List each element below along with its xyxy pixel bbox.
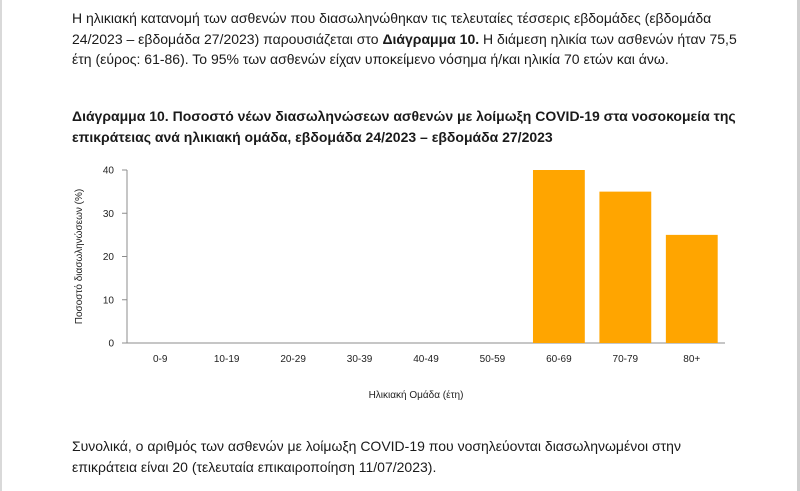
bar-80+ [665, 234, 718, 343]
summary-paragraph: Συνολικά, ο αριθμός των ασθενών με λοίμω… [72, 438, 681, 475]
bars [532, 170, 718, 343]
y-axis-title: Ποσοστό διασωληνώσεων (%) [73, 189, 85, 324]
y-tick-label: 0 [108, 339, 114, 350]
y-tick-label: 10 [103, 295, 115, 306]
x-tick-label: 80+ [683, 354, 700, 365]
intro-text-before: Η ηλικιακή κατανομή των ασθενών που διασ… [72, 10, 712, 47]
y-tick-label: 40 [103, 166, 115, 177]
page-left-edge [0, 0, 2, 491]
y-tick-label: 30 [103, 209, 115, 220]
intro-paragraph: Η ηλικιακή κατανομή των ασθενών που διασ… [72, 8, 742, 70]
bar-70-79 [599, 191, 652, 343]
x-tick-label: 70-79 [613, 354, 639, 365]
x-tick-label: 50-59 [480, 354, 506, 365]
intro-text-after: Η διάμεση ηλικία των ασθενών ήταν 75,5 έ… [72, 30, 737, 68]
x-tick-label: 40-49 [413, 354, 439, 365]
x-tick-label: 0-9 [153, 354, 168, 365]
intro-figure-ref: Διάγραμμα 10. [382, 30, 480, 47]
bar-chart: 0 10 20 30 40 0-9 10-19 20-29 30-39 40-49 50-59 60… [73, 166, 725, 401]
bar-60-69 [532, 170, 585, 343]
x-axis: 0-9 10-19 20-29 30-39 40-49 50-59 60-69 70-79 80… [127, 342, 725, 365]
x-axis-title: Ηλικιακή Ομάδα (έτη) [369, 389, 464, 401]
x-tick-label: 10-19 [214, 354, 240, 365]
x-tick-label: 30-39 [347, 354, 373, 365]
y-tick-label: 20 [103, 252, 115, 263]
x-tick-label: 60-69 [546, 354, 572, 365]
chart-caption: Διάγραμμα 10. Ποσοστό νέων διασωληνώσεων… [72, 108, 736, 145]
y-axis: 0 10 20 30 40 [103, 166, 128, 350]
page-right-edge [797, 0, 800, 491]
x-tick-label: 20-29 [280, 354, 306, 365]
